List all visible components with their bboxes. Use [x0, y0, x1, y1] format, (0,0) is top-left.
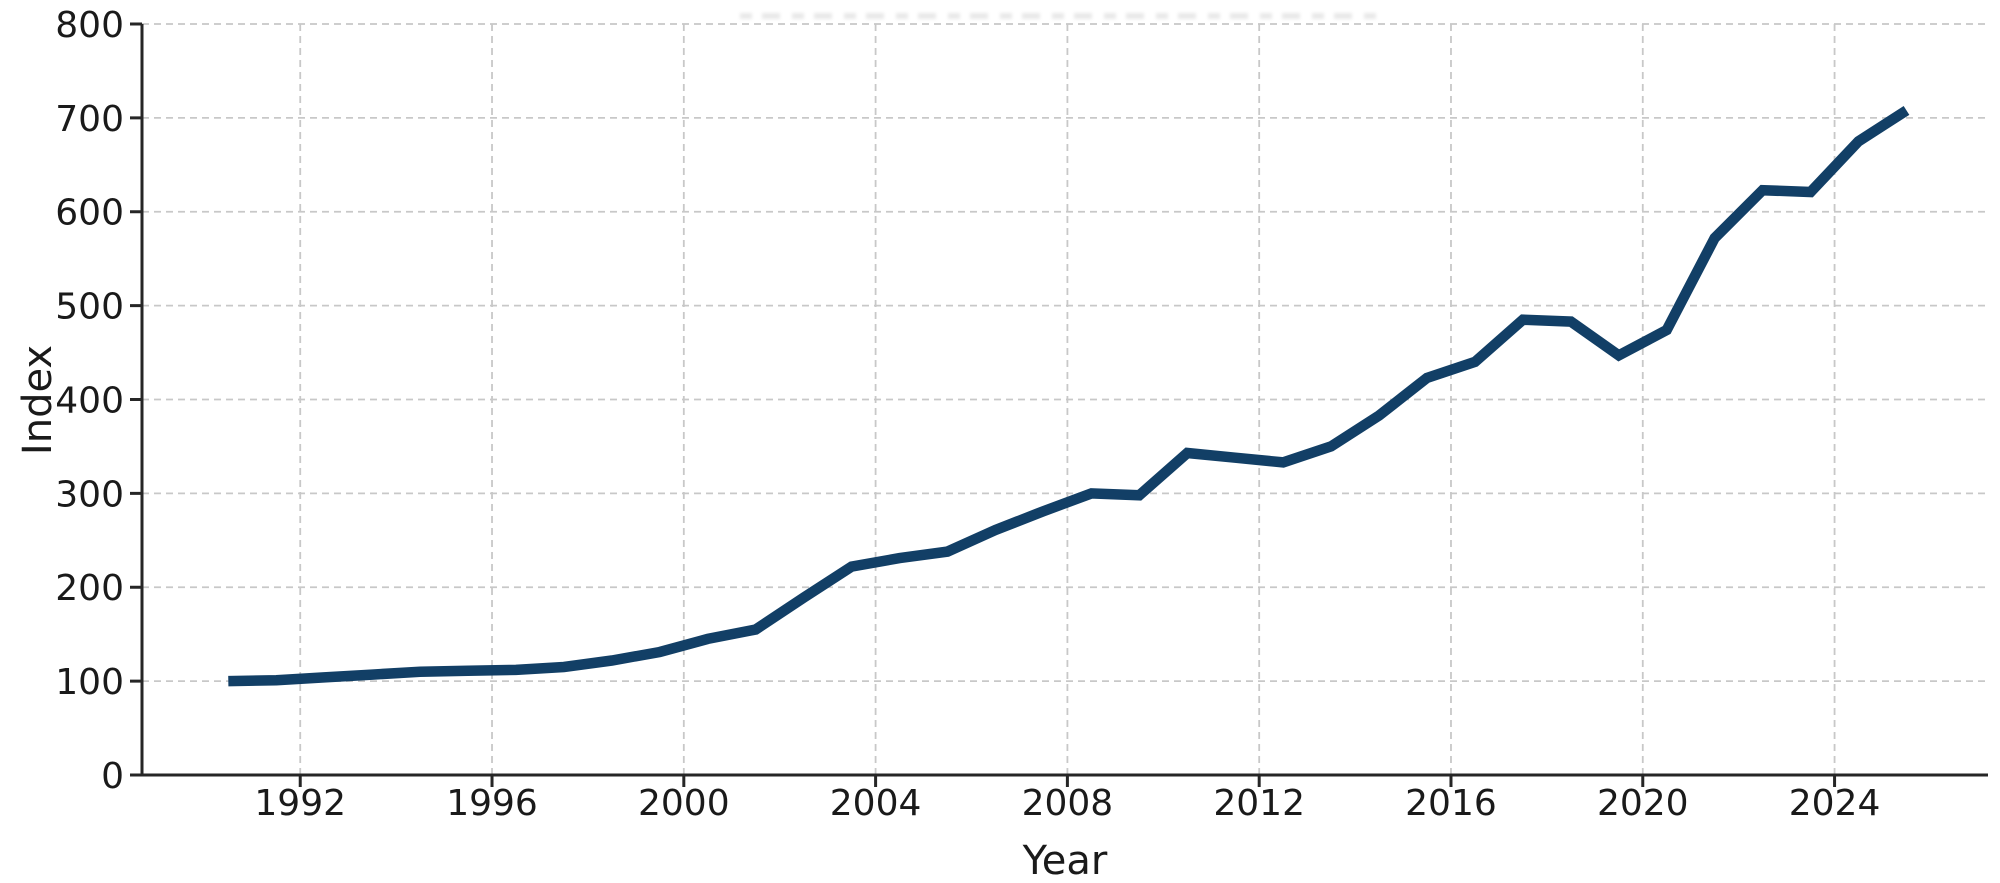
x-tick-label: 2016	[1405, 783, 1497, 824]
cropped-title-remnant	[740, 13, 1380, 19]
x-axis-label: Year	[1022, 838, 1108, 883]
y-tick-label: 700	[55, 99, 124, 140]
y-axis-label: Index	[15, 344, 61, 456]
axes-layer	[130, 22, 1988, 787]
x-tick-label: 1992	[254, 783, 346, 824]
tick-label-layer: 0 100 200 300 400 500 600 700 800 1992 1996 2000 200…	[55, 5, 1880, 824]
y-tick-label: 400	[55, 380, 124, 421]
x-tick-label: 2024	[1789, 783, 1881, 824]
x-tick-label: 2004	[830, 783, 922, 824]
x-tick-label: 2000	[638, 783, 730, 824]
y-tick-label: 0	[101, 756, 124, 797]
index-series-line	[228, 105, 1910, 687]
y-tick-label: 300	[55, 474, 124, 515]
x-tick-label: 1996	[446, 783, 538, 824]
grid-layer	[142, 23, 1988, 775]
x-tick-label: 2020	[1597, 783, 1689, 824]
y-tick-label: 200	[55, 568, 124, 609]
x-tick-label: 2012	[1213, 783, 1305, 824]
series-layer	[228, 105, 1910, 687]
y-tick-label: 500	[55, 287, 124, 328]
y-tick-label: 800	[55, 5, 124, 46]
x-tick-label: 2008	[1022, 783, 1114, 824]
y-tick-label: 600	[55, 193, 124, 234]
y-tick-label: 100	[55, 662, 124, 703]
